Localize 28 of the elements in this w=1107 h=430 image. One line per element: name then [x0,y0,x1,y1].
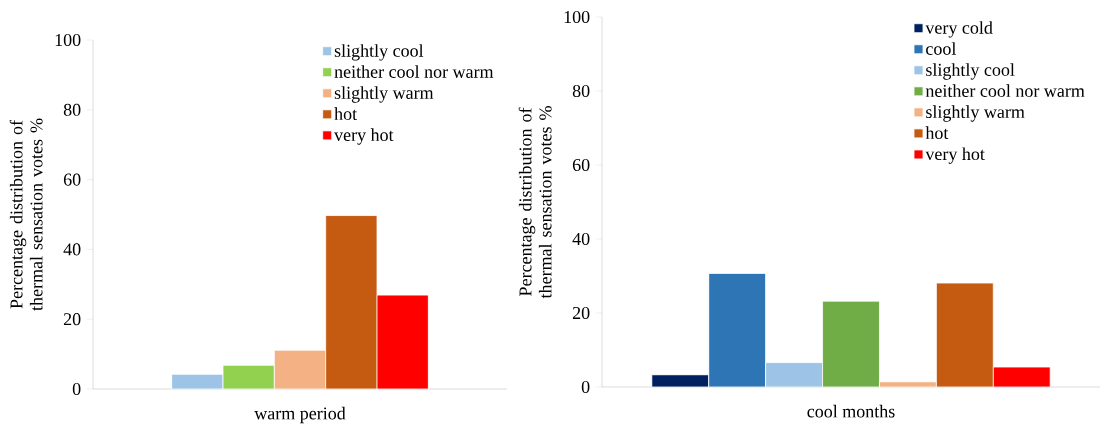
legend-label: neither cool nor warm [334,65,494,78]
y-tick-label: 20 [63,313,81,326]
legend-label: slightly cool [926,63,1015,80]
y-tick-label: 60 [63,173,81,186]
y-tick-label: 80 [63,103,81,116]
legend-label: very hot [925,147,985,164]
y-axis-title: Percentage distribution of thermal sensation votes % [518,106,552,299]
legend-label: very hot [334,128,394,145]
legend-label: hot [334,107,357,120]
y-tick-label: 40 [63,243,81,256]
y-axis-title: Percentage distribution of thermal sensation votes % [9,118,43,311]
y-tick-label: 100 [55,33,81,47]
y-tick-label: 0 [72,382,81,396]
x-tick-label: cool months [807,404,895,418]
y-tick-label: 0 [581,380,590,394]
y-tick-label: 40 [572,232,590,246]
legend-label: cool [926,42,957,55]
x-tick-label: warm period [254,406,346,424]
legend-label: neither cool nor warm [925,84,1085,97]
y-tick-label: 80 [572,84,590,98]
y-tick-label: 60 [572,158,590,172]
legend-label: slightly warm [926,105,1025,122]
y-tick-label: 100 [564,10,590,24]
legend-label: hot [925,126,949,140]
y-tick-label: 20 [572,306,590,320]
legend-label: slightly warm [334,86,434,103]
legend-label: slightly cool [334,44,424,61]
legend-label: very cold [925,21,993,38]
